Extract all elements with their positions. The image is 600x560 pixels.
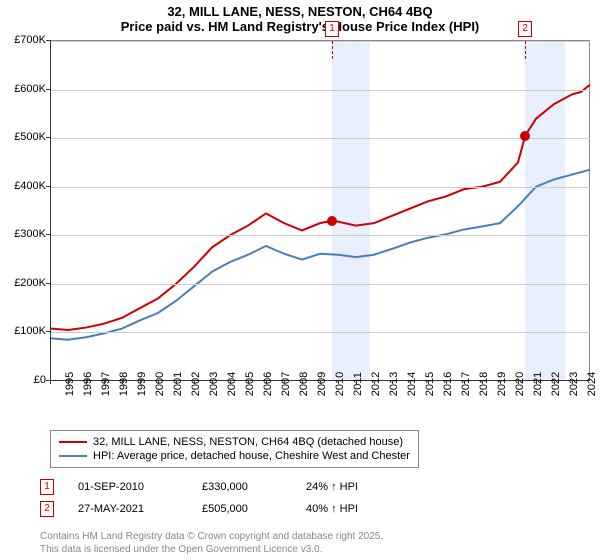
event-date: 01-SEP-2010 — [78, 481, 178, 493]
event-badge: 1 — [40, 479, 54, 495]
price-marker — [327, 216, 337, 226]
title-subtitle: Price paid vs. HM Land Registry's House … — [0, 19, 600, 34]
event-pct: 24% ↑ HPI — [306, 481, 406, 493]
gridline-h — [50, 235, 590, 236]
line-svg — [50, 41, 590, 381]
ytick-label: £400K — [0, 180, 46, 192]
ytick-mark — [46, 331, 50, 332]
title-block: 32, MILL LANE, NESS, NESTON, CH64 4BQ Pr… — [0, 0, 600, 36]
legend-swatch — [59, 455, 87, 457]
title-address: 32, MILL LANE, NESS, NESTON, CH64 4BQ — [0, 4, 600, 19]
event-row: 2 27-MAY-2021 £505,000 40% ↑ HPI — [40, 498, 406, 520]
event-date: 27-MAY-2021 — [78, 503, 178, 515]
chart-container: 32, MILL LANE, NESS, NESTON, CH64 4BQ Pr… — [0, 0, 600, 560]
event-label-badge: 2 — [518, 21, 532, 37]
event-dashed-line — [332, 41, 333, 59]
legend-swatch — [59, 441, 87, 443]
event-price: £505,000 — [202, 503, 282, 515]
ytick-mark — [46, 234, 50, 235]
ytick-label: £600K — [0, 83, 46, 95]
series-line — [50, 85, 590, 330]
xtick-label: 2024 — [572, 372, 598, 396]
price-marker — [520, 131, 530, 141]
legend-label: HPI: Average price, detached house, Ches… — [93, 450, 410, 462]
gridline-h — [50, 332, 590, 333]
ytick-label: £300K — [0, 228, 46, 240]
footer-attribution: Contains HM Land Registry data © Crown c… — [40, 530, 383, 556]
ytick-label: £0 — [0, 374, 46, 386]
event-badge: 2 — [40, 501, 54, 517]
event-dashed-line — [525, 41, 526, 59]
events-table: 1 01-SEP-2010 £330,000 24% ↑ HPI 2 27-MAY-202… — [40, 476, 406, 520]
ytick-mark — [46, 186, 50, 187]
plot-area: 12 — [50, 40, 590, 380]
legend-label: 32, MILL LANE, NESS, NESTON, CH64 4BQ (d… — [93, 436, 403, 448]
y-axis — [50, 40, 51, 380]
event-row: 1 01-SEP-2010 £330,000 24% ↑ HPI — [40, 476, 406, 498]
gridline-h — [50, 138, 590, 139]
gridline-h — [50, 187, 590, 188]
event-label-badge: 1 — [325, 21, 339, 37]
legend-item: HPI: Average price, detached house, Ches… — [59, 449, 410, 463]
ytick-label: £200K — [0, 277, 46, 289]
gridline-h — [50, 284, 590, 285]
footer-line1: Contains HM Land Registry data © Crown c… — [40, 530, 383, 543]
gridline-h — [50, 90, 590, 91]
ytick-mark — [46, 89, 50, 90]
event-price: £330,000 — [202, 481, 282, 493]
ytick-mark — [46, 137, 50, 138]
ytick-label: £100K — [0, 325, 46, 337]
ytick-label: £500K — [0, 131, 46, 143]
gridline-h — [50, 41, 590, 42]
event-pct: 40% ↑ HPI — [306, 503, 406, 515]
chart-area: 12 £0£100K£200K£300K£400K£500K£600K£700K… — [10, 40, 590, 420]
ytick-label: £700K — [0, 34, 46, 46]
series-line — [50, 170, 590, 340]
footer-line2: This data is licensed under the Open Gov… — [40, 543, 383, 556]
legend: 32, MILL LANE, NESS, NESTON, CH64 4BQ (d… — [50, 430, 419, 468]
ytick-mark — [46, 40, 50, 41]
ytick-mark — [46, 283, 50, 284]
legend-item: 32, MILL LANE, NESS, NESTON, CH64 4BQ (d… — [59, 435, 410, 449]
